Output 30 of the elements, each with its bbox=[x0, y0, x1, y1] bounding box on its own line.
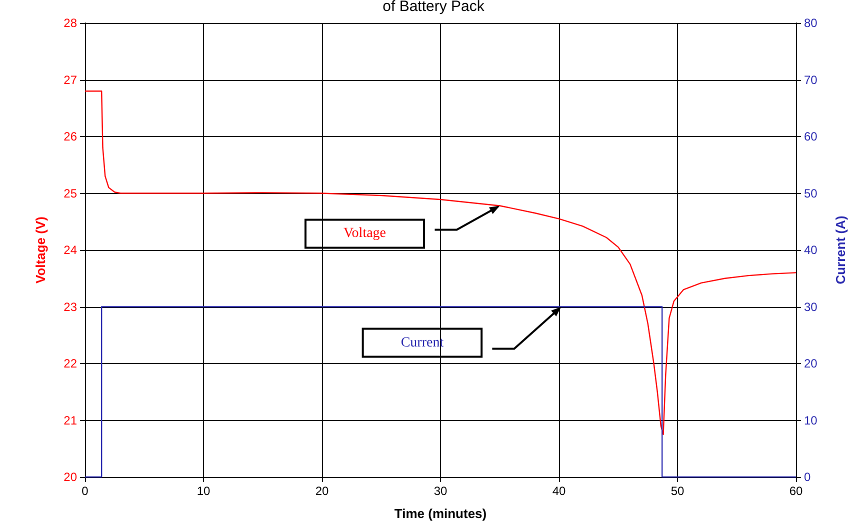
x-tick-label: 40 bbox=[552, 484, 566, 498]
y-tick-label: 26 bbox=[64, 130, 78, 144]
text: Voltage bbox=[343, 226, 386, 242]
y-tick-label: 23 bbox=[64, 300, 78, 314]
x-axis-title: Time (minutes) bbox=[394, 506, 487, 521]
y-tick-label: 20 bbox=[64, 470, 78, 484]
y2-tick-label: 60 bbox=[804, 130, 818, 144]
y-tick-label: 22 bbox=[64, 356, 78, 370]
y-tick-label: 21 bbox=[64, 413, 78, 428]
y2-tick-label: 10 bbox=[804, 413, 818, 428]
x-tick-label: 50 bbox=[670, 484, 684, 498]
x-tick-label: 20 bbox=[315, 484, 329, 498]
y2-tick-label: 20 bbox=[804, 356, 818, 370]
x-tick-label: 0 bbox=[82, 484, 89, 498]
y-axis-title: Voltage (V) bbox=[33, 216, 48, 284]
y-tick-label: 25 bbox=[64, 186, 78, 200]
y2-tick-label: 30 bbox=[804, 300, 818, 314]
chart-title: of Battery Pack bbox=[382, 0, 485, 15]
y2-tick-label: 80 bbox=[804, 16, 818, 30]
y2-axis-title: Current (A) bbox=[833, 216, 848, 284]
x-tick-label: 60 bbox=[789, 484, 803, 498]
x-tick-label: 10 bbox=[196, 484, 210, 498]
y2-tick-label: 40 bbox=[804, 243, 818, 257]
y-tick-label: 28 bbox=[64, 16, 78, 30]
y2-tick-label: 0 bbox=[804, 470, 811, 484]
x-tick-label: 30 bbox=[434, 484, 448, 498]
y2-tick-label: 50 bbox=[804, 186, 818, 200]
y2-tick-label: 70 bbox=[804, 72, 818, 87]
y-tick-label: 27 bbox=[64, 72, 78, 87]
y-tick-label: 24 bbox=[64, 243, 78, 257]
